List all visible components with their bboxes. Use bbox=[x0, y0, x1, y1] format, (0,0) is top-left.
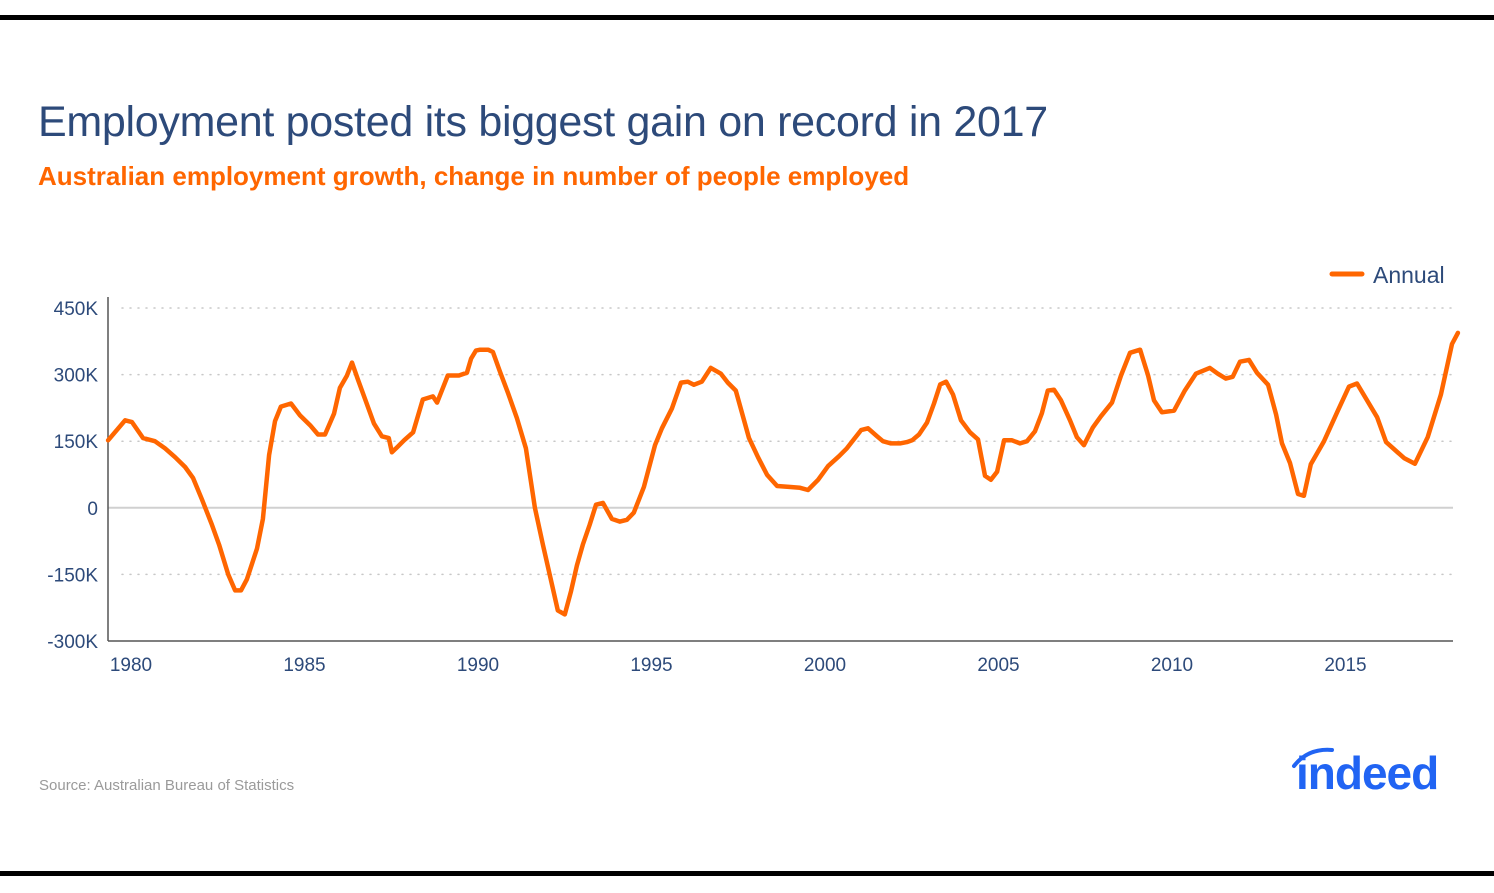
x-tick-label: 2000 bbox=[804, 655, 846, 676]
x-tick-label: 1990 bbox=[457, 655, 499, 676]
legend: Annual bbox=[1329, 262, 1445, 288]
y-tick-label: 300K bbox=[54, 366, 99, 387]
logo-arc-icon bbox=[1292, 747, 1334, 768]
x-axis-ticks: 1980 1985 1990 1995 2000 2005 2010 2015 bbox=[110, 655, 1367, 676]
top-rule bbox=[0, 15, 1494, 20]
series-line-annual bbox=[105, 330, 1461, 617]
y-tick-label: -300K bbox=[47, 632, 98, 653]
legend-label-annual: Annual bbox=[1373, 262, 1445, 288]
y-tick-label: 0 bbox=[87, 499, 98, 520]
x-tick-label: 2005 bbox=[977, 655, 1019, 676]
gridlines bbox=[108, 307, 1454, 576]
x-tick-label: 1985 bbox=[283, 655, 325, 676]
x-tick-label: 1980 bbox=[110, 655, 152, 676]
series-group bbox=[105, 330, 1461, 617]
y-axis-ticks: -300K -150K 0 150K 300K 450K bbox=[47, 299, 98, 653]
chart-subtitle: Australian employment growth, change in … bbox=[38, 161, 910, 191]
x-tick-label: 2015 bbox=[1324, 655, 1366, 676]
y-tick-label: 150K bbox=[54, 432, 99, 453]
x-tick-label: 1995 bbox=[630, 655, 672, 676]
indeed-logo: indeed bbox=[1290, 740, 1460, 800]
y-tick-label: 450K bbox=[54, 299, 99, 320]
source-note: Source: Australian Bureau of Statistics bbox=[39, 777, 295, 794]
x-tick-label: 2010 bbox=[1151, 655, 1193, 676]
chart-title: Employment posted its biggest gain on re… bbox=[38, 98, 1048, 146]
bottom-rule bbox=[0, 871, 1494, 876]
y-tick-label: -150K bbox=[47, 565, 98, 586]
logo-wordmark: indeed bbox=[1296, 747, 1439, 799]
